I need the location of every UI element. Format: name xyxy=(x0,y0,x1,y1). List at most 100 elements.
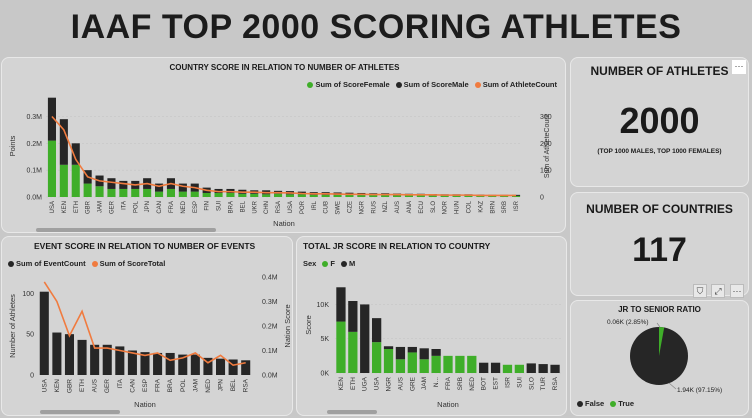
legend-false: False xyxy=(585,399,605,408)
bar-male xyxy=(119,180,128,189)
bar-male xyxy=(155,183,164,192)
x-tick-label: ETH xyxy=(74,201,80,213)
countries-count-value: 117 xyxy=(632,231,687,269)
athletes-card: NUMBER OF ATHLETES 2000 (TOP 1000 MALES,… xyxy=(570,57,749,187)
x-tick-label: GBR xyxy=(66,379,73,393)
bar-female xyxy=(371,342,382,373)
x-tick-label: FIN xyxy=(205,201,211,211)
jr-legend-label: Sex xyxy=(303,259,317,268)
bar-female xyxy=(71,164,80,197)
x-tick-label: NOR xyxy=(443,200,449,214)
bar-event-count xyxy=(228,359,238,375)
bar-female xyxy=(455,355,465,373)
bar-female xyxy=(512,195,521,197)
x-tick-label: USA xyxy=(50,201,56,213)
bar-female xyxy=(395,359,406,373)
bar-female xyxy=(416,195,425,197)
bar-female xyxy=(336,321,346,373)
x-tick-label: RSA xyxy=(276,201,282,213)
legend-athlete-count: Sum of AthleteCount xyxy=(482,80,557,89)
jr-score-chart-panel: TOTAL JR SCORE IN RELATION TO COUNTRY Se… xyxy=(296,236,567,416)
bar-female xyxy=(250,193,259,197)
x-tick-label: POL xyxy=(133,200,139,213)
x-tick-label: RUS xyxy=(371,201,377,214)
x-tick-label: USA xyxy=(288,201,294,213)
y2-tick-label: 200 xyxy=(540,141,552,148)
bar-event-count xyxy=(115,346,125,375)
x-tick-label: ESP xyxy=(193,201,199,213)
event-chart-scrollbar[interactable] xyxy=(40,410,120,414)
x-axis-label: Nation xyxy=(273,219,295,228)
bar-female xyxy=(452,195,461,197)
x-tick-label: N... xyxy=(433,377,440,387)
x-tick-label: SWE xyxy=(336,201,342,215)
y-tick-label: 0 xyxy=(30,373,34,380)
f-legend-dot xyxy=(322,260,329,267)
bar-male xyxy=(479,362,489,373)
x-tick-label: CHN xyxy=(264,201,270,214)
bar-male xyxy=(538,364,548,373)
country-chart-scrollbar[interactable] xyxy=(36,228,216,232)
bar-event-count xyxy=(52,332,62,375)
bar-event-count xyxy=(241,360,251,375)
more-options-icon[interactable]: ⋯ xyxy=(730,284,744,298)
focus-mode-icon[interactable]: ⤢ xyxy=(711,284,725,298)
bar-female xyxy=(274,193,283,197)
bar-female xyxy=(95,186,104,197)
x-tick-label: USA xyxy=(374,376,381,390)
y2-tick-label: 0.1M xyxy=(262,348,278,355)
bar-female xyxy=(431,355,441,373)
bar-event-count xyxy=(190,354,200,375)
bar-female xyxy=(383,349,394,373)
m-legend-dot xyxy=(340,260,347,267)
x-tick-label: AUS xyxy=(397,376,404,390)
x-axis-label: Nation xyxy=(134,400,156,409)
jr-chart-title: TOTAL JR SCORE IN RELATION TO COUNTRY xyxy=(303,241,491,251)
bar-male xyxy=(178,183,187,192)
event-chart-svg: 100 50 0 0.4M 0.3M 0.2M 0.1M 0.0M USA KEN GBR ETH AU… xyxy=(8,275,292,410)
bar-female xyxy=(348,331,358,373)
y-tick-label: 0K xyxy=(320,371,329,378)
bar-female xyxy=(514,364,525,373)
bar-event-count xyxy=(127,350,137,375)
x-tick-label: GER xyxy=(109,200,115,214)
bar-event-count xyxy=(77,339,87,375)
bar-event-count xyxy=(178,354,188,375)
bar-female xyxy=(467,355,477,373)
countries-card: NUMBER OF COUNTRIES 117 xyxy=(570,192,749,296)
bar-male xyxy=(107,178,116,189)
bar-female xyxy=(262,194,271,197)
x-tick-label: UKR xyxy=(252,200,258,213)
event-count-legend-dot xyxy=(8,260,14,267)
filter-icon[interactable]: ⛉ xyxy=(693,284,707,298)
x-tick-label: NZL xyxy=(383,200,389,212)
x-tick-label: JAM xyxy=(192,379,199,392)
x-tick-label: AUS xyxy=(395,201,401,213)
score-total-legend-dot xyxy=(91,260,98,267)
bar-female xyxy=(202,192,211,197)
pie-slice-true[interactable] xyxy=(659,327,665,356)
y-tick-label: 0.3M xyxy=(26,114,42,121)
x-tick-label: CAN xyxy=(157,201,163,214)
y2-axis-label: Nation Score xyxy=(283,304,292,347)
y2-tick-label: 100 xyxy=(540,168,552,175)
y2-tick-label: 300 xyxy=(540,114,552,121)
more-options-icon[interactable]: ⋯ xyxy=(732,60,746,74)
x-tick-label: GER xyxy=(104,379,111,393)
bar-female xyxy=(381,195,390,197)
y2-tick-label: 0.0M xyxy=(262,373,278,380)
y2-tick-label: 0.2M xyxy=(262,324,278,331)
pie-label-false: 1.94K (97.15%) xyxy=(677,387,723,394)
bar-male xyxy=(371,318,382,343)
jr-chart-svg: 10K 5K 0K KEN ETH UGA USA NGR AUS GRE JAM N... FRA SR… xyxy=(304,287,561,409)
count-legend-dot xyxy=(474,81,481,88)
bar-female xyxy=(155,191,164,197)
x-tick-label: ESP xyxy=(142,379,149,392)
x-tick-label: RSA xyxy=(243,378,250,392)
bar-female xyxy=(285,194,294,197)
x-tick-label: JAM xyxy=(421,377,428,390)
bar-female xyxy=(419,359,429,373)
jr-chart-scrollbar[interactable] xyxy=(327,410,377,414)
bar-female xyxy=(226,192,235,197)
event-score-chart-panel: EVENT SCORE IN RELATION TO NUMBER OF EVE… xyxy=(1,236,293,416)
